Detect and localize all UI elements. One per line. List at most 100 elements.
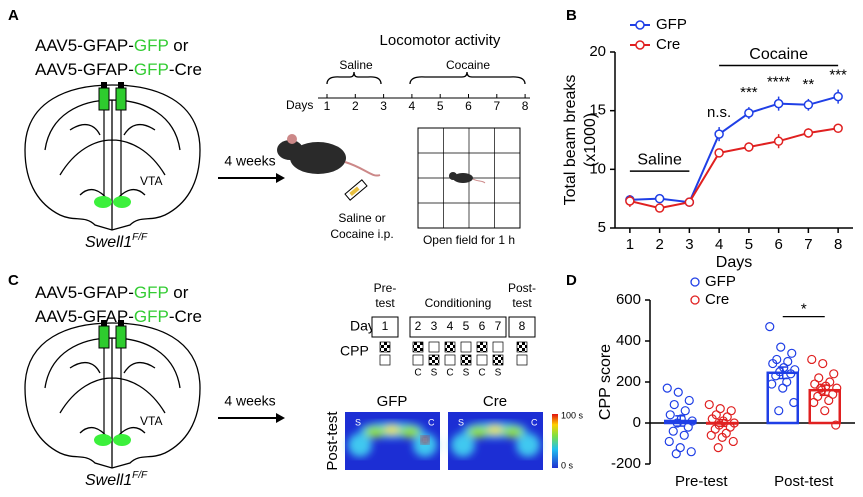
genotype-name: Swell1 [85, 234, 132, 251]
day-number: 4 [447, 319, 454, 333]
injection-label: Cocaine i.p. [330, 227, 393, 241]
annotation: **** [767, 74, 791, 91]
heat-spot [413, 433, 437, 457]
chamber-icon [428, 354, 440, 366]
cpp-label: CPP [340, 343, 369, 359]
data-point [818, 358, 828, 369]
construct-text: or [169, 36, 189, 55]
heat-spot [516, 433, 540, 457]
x-tick-label: 2 [655, 236, 663, 253]
annotation: ** [803, 76, 815, 93]
day-box [409, 316, 507, 338]
chamber-icon [460, 341, 472, 353]
construct-text: AAV5-GFAP- [35, 283, 134, 302]
construct-line: AAV5-GFAP-GFP or [35, 36, 189, 55]
data-point [664, 436, 674, 447]
day-number: 5 [437, 99, 444, 113]
day-box [508, 316, 536, 338]
day-number: 6 [465, 99, 472, 113]
chamber-icon [412, 354, 424, 366]
data-point [669, 399, 679, 410]
x-tick-label: 1 [626, 236, 634, 253]
chamber-icon [476, 341, 488, 353]
data-point [771, 371, 781, 381]
colorbar-label: 0 s [561, 460, 574, 470]
x-tick-label: 8 [834, 236, 842, 253]
data-point [728, 436, 738, 447]
data-point [707, 414, 717, 424]
data-point [820, 406, 830, 416]
day-box [371, 316, 399, 338]
chamber-icon [444, 354, 456, 366]
chamber-label: S [458, 417, 464, 427]
pairing-label: S [495, 368, 502, 379]
injection-label: Saline or [338, 211, 385, 225]
genotype-name: Swell1 [85, 472, 132, 489]
pairing-label: C [414, 368, 421, 379]
brain-diagram [24, 81, 201, 231]
construct-line: AAV5-GFAP-GFP-Cre [35, 307, 202, 326]
data-point [824, 395, 834, 406]
heatmap-blobs [451, 422, 540, 457]
heat-spot [468, 426, 488, 438]
panel-label: D [566, 272, 577, 289]
marker [773, 136, 784, 146]
marker [833, 91, 843, 102]
data-point [679, 430, 689, 440]
significance-label: * [801, 301, 807, 318]
data-point [684, 395, 694, 406]
pairing-label: S [431, 368, 438, 379]
construct-text: AAV5-GFAP- [35, 60, 134, 79]
region-label: VTA [140, 414, 162, 428]
marker [833, 123, 843, 134]
marker [803, 128, 814, 138]
x-tick-label: Post-test [774, 473, 834, 490]
data-point [672, 418, 682, 428]
legend-label: Cre [656, 36, 680, 53]
marker [714, 148, 724, 158]
chamber-icon [412, 341, 424, 353]
data-point [767, 379, 777, 389]
arrow-label: 4 weeks [224, 153, 275, 169]
y-tick-label: 200 [616, 373, 641, 390]
y-tick-label: 15 [589, 102, 606, 119]
chamber-icon [492, 341, 504, 353]
brace [409, 71, 526, 85]
construct-text: or [169, 283, 189, 302]
arrow-head [276, 413, 285, 423]
data-point [662, 383, 672, 393]
construct-text: -Cre [169, 307, 202, 326]
chamber-icon [379, 341, 391, 353]
bracket-label: Cocaine [749, 46, 808, 63]
data-point [809, 397, 819, 408]
pairing-label: S [463, 368, 470, 379]
data-point [665, 410, 675, 420]
heat-spot [348, 433, 372, 457]
marker [714, 129, 724, 139]
data-point [789, 397, 799, 408]
open-field-label: Open field for 1 h [423, 233, 515, 247]
legend-label: GFP [656, 16, 687, 33]
day-number: 7 [493, 99, 500, 113]
data-point [787, 348, 797, 358]
genotype: Swell1F/F [85, 470, 148, 490]
y-tick-label: 5 [598, 219, 606, 236]
marker [654, 203, 665, 213]
arrow-label: 4 weeks [224, 393, 275, 409]
day-number: 8 [522, 99, 529, 113]
day-number: 3 [431, 319, 438, 333]
arrow-head [276, 173, 285, 183]
open-field [417, 127, 521, 229]
day-number: 7 [495, 319, 502, 333]
mouse [277, 134, 381, 201]
day-number: 4 [409, 99, 416, 113]
region-label: VTA [140, 174, 162, 188]
genotype-sup: F/F [132, 470, 148, 481]
genotype-sup: F/F [132, 232, 148, 243]
y-axis-label: CPP score [597, 344, 614, 420]
data-point [683, 422, 693, 432]
heat-spot [400, 426, 420, 438]
data-point [713, 443, 723, 453]
legend-marker [690, 277, 700, 287]
data-point [774, 406, 784, 416]
